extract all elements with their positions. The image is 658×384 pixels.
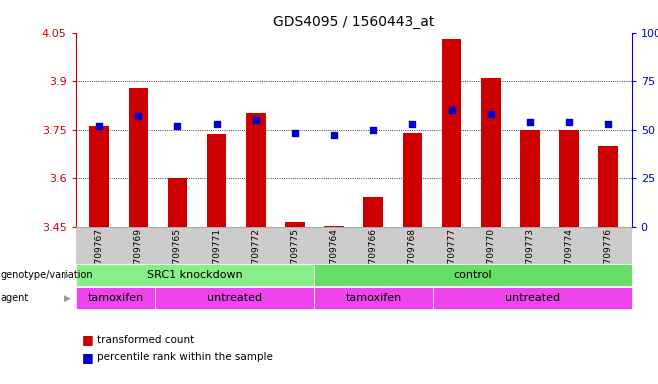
Bar	[246, 113, 266, 227]
Text: SRC1 knockdown: SRC1 knockdown	[147, 270, 243, 280]
Text: tamoxifen: tamoxifen	[88, 293, 143, 303]
Bar	[168, 178, 188, 227]
Point	[94, 122, 105, 129]
Bar	[324, 225, 344, 227]
Text: ■: ■	[82, 351, 94, 364]
Text: untreated: untreated	[505, 293, 560, 303]
Point	[486, 111, 496, 117]
Bar	[363, 197, 383, 227]
Text: tamoxifen: tamoxifen	[345, 293, 401, 303]
Point	[211, 121, 222, 127]
Text: control: control	[453, 270, 492, 280]
Point	[407, 121, 418, 127]
Point	[172, 122, 183, 129]
Bar	[481, 78, 501, 227]
Text: agent: agent	[1, 293, 29, 303]
Bar	[128, 88, 148, 227]
Point	[251, 117, 261, 123]
Bar	[442, 39, 461, 227]
Point	[524, 119, 535, 125]
Text: ■: ■	[82, 333, 94, 346]
Point	[564, 119, 574, 125]
Text: ▶: ▶	[64, 270, 70, 280]
Point	[290, 131, 300, 137]
Point	[603, 121, 613, 127]
Text: transformed count: transformed count	[97, 335, 194, 345]
Point	[133, 113, 143, 119]
Text: genotype/variation: genotype/variation	[1, 270, 93, 280]
Text: percentile rank within the sample: percentile rank within the sample	[97, 352, 272, 362]
Text: ▶: ▶	[64, 293, 70, 303]
Bar	[403, 133, 422, 227]
Text: untreated: untreated	[207, 293, 262, 303]
Point	[446, 107, 457, 113]
Title: GDS4095 / 1560443_at: GDS4095 / 1560443_at	[273, 15, 434, 29]
Bar	[520, 130, 540, 227]
Bar	[285, 222, 305, 227]
Point	[368, 126, 378, 132]
Point	[329, 132, 340, 139]
Bar	[598, 146, 618, 227]
Bar	[89, 126, 109, 227]
Bar	[207, 134, 226, 227]
Bar	[559, 130, 579, 227]
